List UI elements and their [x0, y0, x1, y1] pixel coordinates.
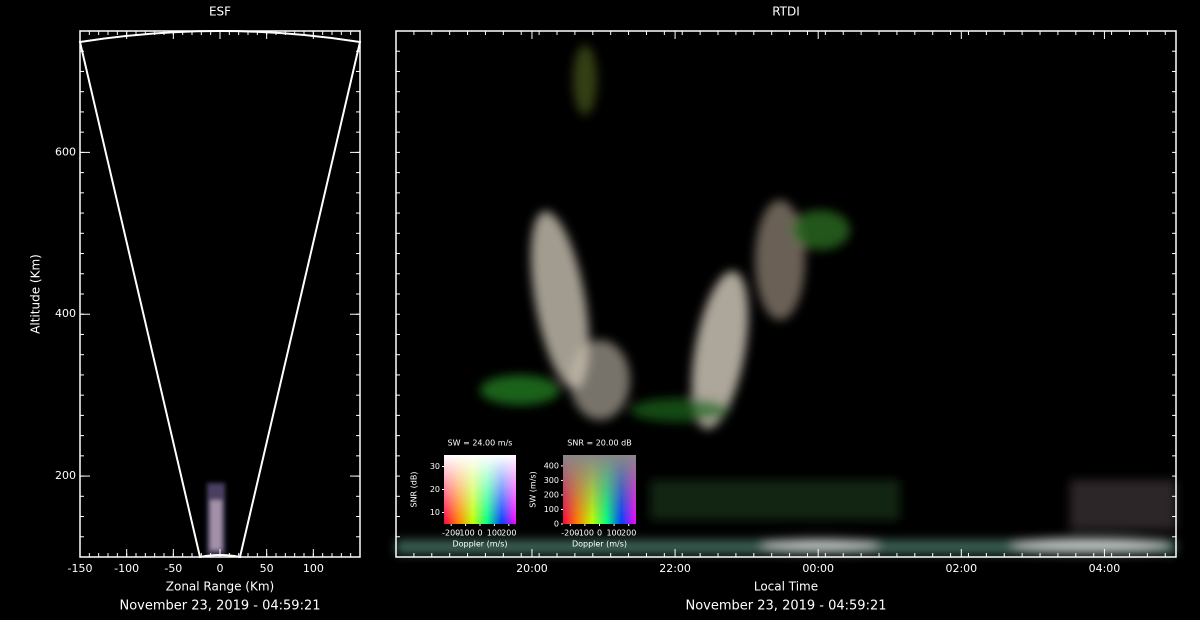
color-key-tick-label: 30	[430, 462, 440, 471]
rtdi-echoes	[396, 45, 1176, 554]
x-tick-label: 04:00	[1089, 562, 1121, 575]
y-tick-label: 400	[55, 307, 76, 320]
color-key-xlabel: Doppler (m/s)	[452, 540, 507, 549]
esf-echoes	[207, 483, 225, 555]
color-key-title: SNR = 20.00 dB	[567, 439, 631, 448]
color-key-tick-label: 300	[544, 476, 559, 485]
rtdi-footer: November 23, 2019 - 04:59:21	[686, 599, 887, 614]
color-key-tick-label: 10	[430, 508, 440, 517]
color-key-tick-label: 100	[606, 529, 621, 538]
beam-fan	[78, 30, 362, 559]
color-key-tick-label: -100	[576, 529, 594, 538]
x-tick-label: 02:00	[945, 562, 977, 575]
color-key-tick-label: 0	[554, 520, 559, 529]
color-key-xlabel: Doppler (m/s)	[572, 540, 627, 549]
x-tick-label: 00:00	[802, 562, 834, 575]
color-key-tick-label: -100	[457, 529, 475, 538]
rtdi-title: RTDI	[772, 5, 800, 19]
color-key-title: SW = 24.00 m/s	[448, 439, 513, 448]
color-key-tick-label: 20	[430, 485, 440, 494]
color-key-tick-label: 200	[501, 529, 516, 538]
y-tick-label: 200	[55, 469, 76, 482]
color-key-tick-label: 400	[544, 461, 559, 470]
color-key-tick-label: 100	[544, 505, 559, 514]
x-tick-label: 50	[260, 562, 274, 575]
color-key-tick-label: -200	[561, 529, 579, 538]
y-tick-label: 600	[55, 145, 76, 158]
rtdi-xlabel: Local Time	[754, 580, 818, 594]
color-key-tick-label: 0	[597, 529, 602, 538]
x-tick-label: 0	[217, 562, 224, 575]
x-tick-label: 20:00	[516, 562, 548, 575]
x-tick-label: -50	[164, 562, 182, 575]
esf-footer: November 23, 2019 - 04:59:21	[120, 599, 321, 614]
color-key-tick-label: 0	[477, 529, 482, 538]
x-tick-label: 22:00	[659, 562, 691, 575]
x-tick-label: -150	[68, 562, 93, 575]
color-key-tick-label: -200	[442, 529, 460, 538]
x-tick-label: -100	[114, 562, 139, 575]
esf-ylabel: Altitude (Km)	[29, 254, 43, 334]
color-key-tick-label: 100	[487, 529, 502, 538]
color-key-overlay	[444, 455, 516, 524]
color-key-overlay	[563, 455, 636, 524]
plot-frame	[79, 30, 361, 558]
color-key-tick-label: 200	[621, 529, 636, 538]
color-key-ylabel: SNR (dB)	[410, 472, 419, 508]
esf-xlabel: Zonal Range (Km)	[166, 580, 274, 594]
x-tick-label: 100	[303, 562, 324, 575]
color-key-ylabel: SW (m/s)	[529, 471, 538, 507]
esf-title: ESF	[209, 5, 231, 19]
color-key-tick-label: 200	[544, 490, 559, 499]
